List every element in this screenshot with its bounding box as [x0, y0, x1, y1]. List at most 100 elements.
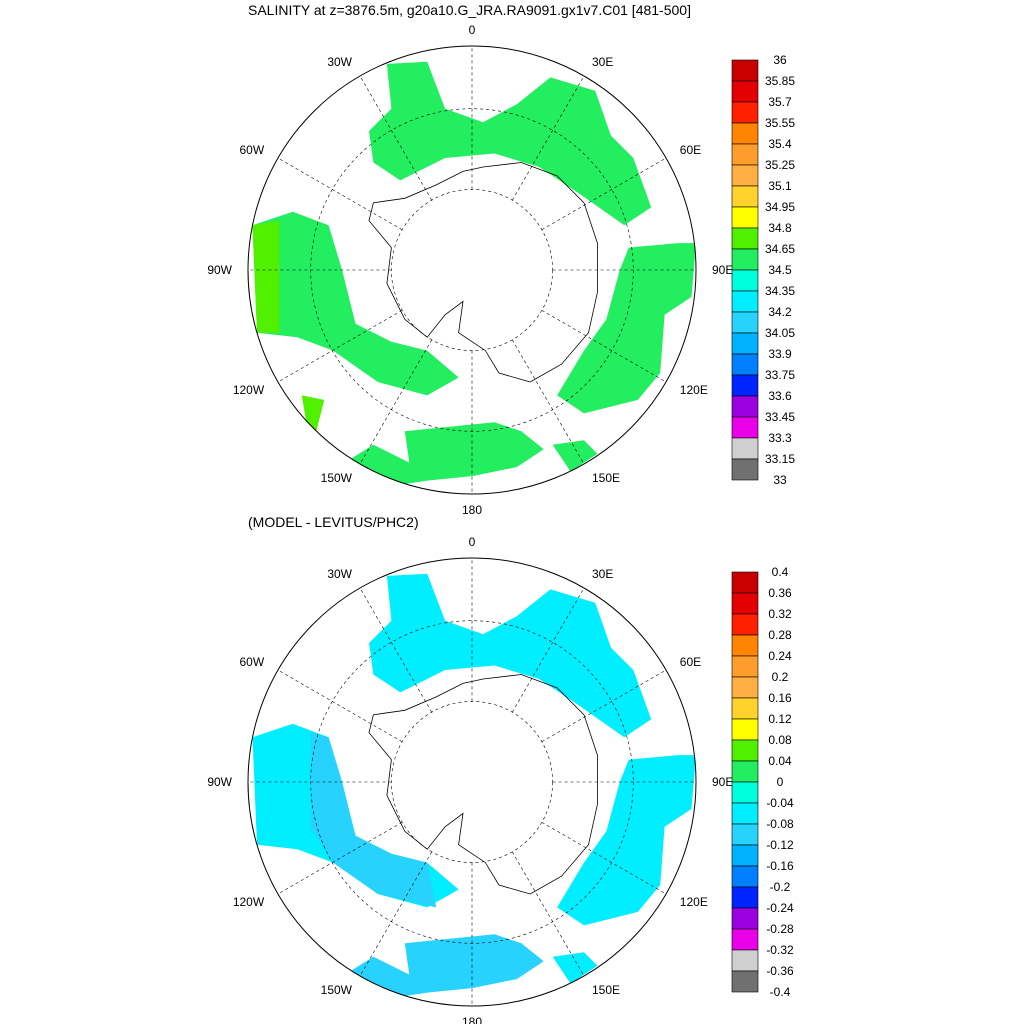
colorbar-label: -0.04	[766, 796, 794, 810]
longitude-label: 0	[469, 535, 476, 549]
colorbar-swatch	[731, 823, 759, 846]
colorbar-swatch	[731, 269, 759, 292]
latitude-ring-0	[391, 189, 553, 351]
colorbar-label: 0.12	[768, 712, 792, 726]
colorbar-swatch	[731, 143, 759, 166]
colorbar-label: -0.4	[770, 985, 791, 999]
colorbar-label: 33.75	[765, 368, 795, 382]
longitude-label: 120W	[233, 895, 265, 909]
field-region-0	[369, 573, 652, 738]
colorbar-label: -0.16	[766, 859, 794, 873]
colorbar-label: 0.24	[768, 649, 792, 663]
colorbar-swatch	[731, 248, 759, 271]
colorbar-swatch	[731, 865, 759, 888]
salinity-difference-polar-map: 0 30E 60E 90E 120E 150E 180 150W 120W 90W 60W 30W 0.…	[207, 535, 794, 1024]
field-regions	[252, 61, 696, 492]
colorbar-label: 0.36	[768, 586, 792, 600]
colorbar-label: 0	[777, 775, 784, 789]
colorbar-swatch	[731, 739, 759, 762]
colorbar-label: 0.4	[772, 565, 789, 579]
colorbar-swatch	[731, 655, 759, 678]
field-region-3	[557, 243, 696, 414]
longitude-label: 120W	[233, 383, 265, 397]
colorbar-label: 35.85	[765, 74, 795, 88]
field-region-0	[369, 61, 652, 226]
colorbar-label: 35.1	[768, 179, 792, 193]
colorbar-swatch	[731, 395, 759, 418]
colorbar-label: 35.4	[768, 137, 792, 151]
longitude-label: 30E	[592, 55, 613, 69]
colorbar-swatch	[731, 353, 759, 376]
colorbar-swatch	[731, 290, 759, 313]
longitude-label: 60E	[680, 655, 701, 669]
colorbar-label: 33.45	[765, 410, 795, 424]
colorbar-label: 0.08	[768, 733, 792, 747]
longitude-label: 150W	[321, 983, 353, 997]
colorbar-label: 34.35	[765, 284, 795, 298]
antarctica-outline	[368, 162, 598, 383]
colorbar: 0.4 0.36 0.32 0.28 0.24 0.2 0.16 0.12 0.08 0.04 0 -…	[731, 565, 794, 999]
colorbar-swatch	[731, 781, 759, 804]
colorbar-swatch	[731, 886, 759, 909]
field-region-1	[252, 211, 459, 396]
colorbar: 36 35.85 35.7 35.55 35.4 35.25 35.1 34.95 34.8 34…	[731, 53, 795, 487]
longitude-label: 60W	[240, 143, 265, 157]
colorbar-label: 35.7	[768, 95, 792, 109]
colorbar-swatch	[731, 676, 759, 699]
colorbar-label: -0.08	[766, 817, 794, 831]
colorbar-swatch	[731, 227, 759, 250]
colorbar-swatch	[731, 416, 759, 439]
colorbar-label: 0.16	[768, 691, 792, 705]
field-region-3	[557, 755, 696, 926]
colorbar-swatch	[731, 164, 759, 187]
longitude-label: 90W	[207, 263, 232, 277]
longitude-label: 150W	[321, 471, 353, 485]
colorbar-label: 33.3	[768, 431, 792, 445]
colorbar-swatch	[731, 592, 759, 615]
colorbar-swatch	[731, 59, 759, 82]
colorbar-swatch	[731, 949, 759, 972]
colorbar-swatch	[731, 697, 759, 720]
colorbar-label: 33.6	[768, 389, 792, 403]
colorbar-label: 36	[773, 53, 787, 67]
map-border	[247, 557, 697, 1007]
longitude-label: 120E	[680, 383, 708, 397]
colorbar-label: 0.32	[768, 607, 792, 621]
colorbar-swatch	[731, 437, 759, 460]
longitude-label: 90W	[207, 775, 232, 789]
colorbar-label: 33.9	[768, 347, 792, 361]
longitude-label: 90E	[712, 775, 733, 789]
longitude-label: 0	[469, 23, 476, 37]
difference-map-title: (MODEL - LEVITUS/PHC2)	[248, 514, 419, 530]
longitude-label: 30E	[592, 567, 613, 581]
longitude-label: 90E	[712, 263, 733, 277]
longitude-label: 150E	[592, 471, 620, 485]
colorbar-swatch	[731, 928, 759, 951]
colorbar-swatch	[731, 571, 759, 594]
colorbar-label: 0.04	[768, 754, 792, 768]
field-region-2	[310, 732, 437, 908]
colorbar-swatch	[731, 101, 759, 124]
colorbar-swatch	[731, 907, 759, 930]
colorbar-label: 33.15	[765, 452, 795, 466]
colorbar-swatch	[731, 634, 759, 657]
field-regions	[252, 573, 696, 1002]
map-border	[247, 45, 697, 495]
longitude-label: 30W	[327, 567, 352, 581]
longitude-label: 150E	[592, 983, 620, 997]
longitude-label: 120E	[680, 895, 708, 909]
colorbar-swatch	[731, 332, 759, 355]
colorbar-swatch	[731, 802, 759, 825]
field-region-4	[337, 934, 544, 1002]
map-title: SALINITY at z=3876.5m, g20a10.G_JRA.RA90…	[248, 2, 691, 18]
colorbar-label: 33	[773, 473, 787, 487]
longitude-label: 180	[462, 503, 482, 517]
colorbar-label: 35.25	[765, 158, 795, 172]
colorbar-label: -0.36	[766, 964, 794, 978]
field-region-4	[337, 422, 544, 490]
colorbar-label: 34.05	[765, 326, 795, 340]
colorbar-label: -0.24	[766, 901, 794, 915]
colorbar-swatch	[731, 844, 759, 867]
colorbar-swatch	[731, 760, 759, 783]
field-region-6	[552, 440, 598, 472]
